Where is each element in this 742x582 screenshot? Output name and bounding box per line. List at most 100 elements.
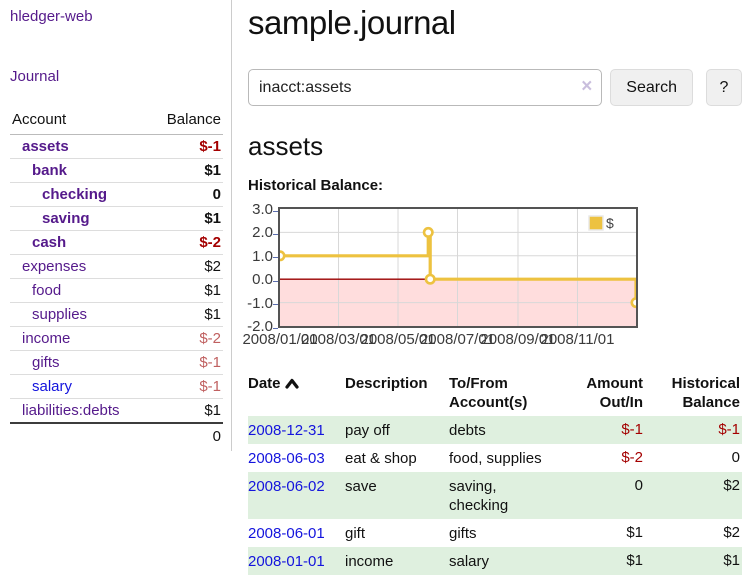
transaction-description: gift bbox=[345, 525, 366, 542]
account-balance: $-1 bbox=[149, 374, 223, 399]
legend-label: $ bbox=[606, 215, 614, 231]
account-row: food $1 bbox=[10, 278, 223, 303]
account-link[interactable]: income bbox=[22, 330, 71, 347]
register-header-row: Date Description To/From Account(s) Amou… bbox=[248, 370, 742, 416]
register-header-date[interactable]: Date bbox=[248, 370, 345, 416]
data-point-marker[interactable] bbox=[280, 250, 286, 262]
y-tick-mark bbox=[273, 327, 278, 329]
account-balance: $1 bbox=[149, 206, 223, 231]
account-row: income $-2 bbox=[10, 326, 223, 351]
account-balance: $-2 bbox=[149, 230, 223, 255]
balance-chart: 3.0 2.0 1.0 0.0 -1.0 -2.0 $ 2008/01/01 2008/03… bbox=[242, 201, 742, 353]
account-link[interactable]: salary bbox=[32, 378, 73, 395]
y-tick-mark bbox=[273, 304, 278, 306]
search-box: × bbox=[248, 69, 603, 106]
accounts-table-body: assets $-1 bank $1 checking 0 saving $1 cash $-2 e… bbox=[10, 135, 223, 423]
y-tick-label: 3.0 bbox=[252, 201, 273, 218]
x-tick-label: 2008/05/01 bbox=[360, 331, 436, 348]
account-row: checking 0 bbox=[10, 182, 223, 207]
account-link[interactable]: gifts bbox=[32, 354, 60, 371]
account-link[interactable]: bank bbox=[32, 162, 68, 179]
transaction-date-link[interactable]: 2008-01-01 bbox=[248, 553, 325, 570]
accounts-table: Account Balance assets $-1 bank $1 checking 0… bbox=[10, 108, 223, 449]
sort-ascending-icon bbox=[284, 375, 299, 394]
transaction-description: save bbox=[345, 478, 377, 495]
accounts-header-row: Account Balance bbox=[10, 108, 223, 135]
transaction-accounts: saving, checking bbox=[449, 478, 509, 514]
accounts-total-row: 0 bbox=[10, 422, 223, 449]
transaction-balance: $2 bbox=[723, 477, 740, 494]
transaction-accounts: food, supplies bbox=[449, 450, 542, 467]
transaction-date-link[interactable]: 2008-06-03 bbox=[248, 450, 325, 467]
transaction-date-link[interactable]: 2008-06-02 bbox=[248, 478, 325, 495]
transaction-accounts: salary bbox=[449, 553, 490, 570]
data-point-marker[interactable] bbox=[424, 273, 436, 285]
chart-plot-area[interactable]: $ bbox=[273, 207, 638, 329]
register-header-balance: Historical Balance bbox=[671, 375, 740, 411]
accounts-header-balance: Balance bbox=[149, 108, 223, 135]
search-bar: × Search ? bbox=[248, 69, 742, 106]
account-link[interactable]: checking bbox=[42, 186, 108, 203]
register-row[interactable]: 2008-06-02 save saving, checking 0 $2 bbox=[248, 472, 742, 519]
chart-canvas: $ bbox=[280, 209, 636, 326]
transaction-amount: $-1 bbox=[621, 421, 643, 438]
chart-y-axis-labels: 3.0 2.0 1.0 0.0 -1.0 -2.0 bbox=[247, 201, 278, 335]
transaction-amount: $-2 bbox=[621, 449, 643, 466]
search-button[interactable]: Search bbox=[610, 69, 693, 106]
y-tick-label: 0.0 bbox=[252, 271, 273, 289]
clear-search-icon[interactable]: × bbox=[581, 76, 593, 97]
transaction-accounts: debts bbox=[449, 422, 486, 439]
account-link[interactable]: saving bbox=[42, 210, 90, 227]
register-row[interactable]: 2008-12-31 pay off debts $-1 $-1 bbox=[248, 416, 742, 444]
main-content: sample.journal × Search ? assets Histori… bbox=[232, 0, 742, 575]
account-balance: $2 bbox=[149, 254, 223, 279]
transaction-amount: $1 bbox=[626, 524, 643, 541]
accounts-header-account: Account bbox=[10, 108, 150, 135]
app-brand-link[interactable]: hledger-web bbox=[10, 8, 93, 25]
help-button[interactable]: ? bbox=[706, 69, 742, 106]
register-header-description: Description bbox=[345, 375, 428, 392]
account-link[interactable]: liabilities:debts bbox=[22, 402, 120, 419]
transaction-balance: 0 bbox=[731, 449, 740, 466]
register-row[interactable]: 2008-06-03 eat & shop food, supplies $-2 0 bbox=[248, 444, 742, 472]
transaction-date-link[interactable]: 2008-06-01 bbox=[248, 525, 325, 542]
y-tick-label: -1.0 bbox=[247, 294, 273, 312]
account-row: gifts $-1 bbox=[10, 350, 223, 375]
y-tick-label: 2.0 bbox=[252, 224, 273, 242]
x-tick-label: 2008/11/01 bbox=[540, 331, 615, 348]
y-tick-label: -2.0 bbox=[247, 318, 273, 335]
y-tick-mark bbox=[273, 280, 278, 282]
account-row: supplies $1 bbox=[10, 302, 223, 327]
account-row: liabilities:debts $1 bbox=[10, 398, 223, 423]
transaction-date-link[interactable]: 2008-12-31 bbox=[248, 422, 325, 439]
search-input[interactable] bbox=[248, 69, 603, 106]
account-row: saving $1 bbox=[10, 206, 223, 231]
account-link[interactable]: supplies bbox=[32, 306, 88, 323]
register-header-amount: Amount Out/In bbox=[586, 375, 643, 411]
data-point-marker[interactable] bbox=[630, 297, 636, 309]
register-header-accounts: To/From Account(s) bbox=[449, 375, 528, 411]
y-tick-mark bbox=[273, 210, 278, 212]
y-tick-mark bbox=[273, 233, 278, 235]
account-row: salary $-1 bbox=[10, 374, 223, 399]
account-link[interactable]: cash bbox=[32, 234, 67, 251]
account-link[interactable]: assets bbox=[22, 138, 69, 155]
account-balance: $1 bbox=[149, 398, 223, 423]
chart-x-axis-labels: 2008/01/01 2008/03/01 2008/05/01 2008/07/01… bbox=[242, 331, 678, 353]
account-row: expenses $2 bbox=[10, 254, 223, 279]
register-row[interactable]: 2008-01-01 income salary $1 $1 bbox=[248, 547, 742, 575]
account-row: cash $-2 bbox=[10, 230, 223, 255]
account-link[interactable]: food bbox=[32, 282, 62, 299]
transaction-balance: $1 bbox=[723, 552, 740, 569]
transaction-balance: $2 bbox=[723, 524, 740, 541]
account-link[interactable]: expenses bbox=[22, 258, 87, 275]
sidebar-item-journal[interactable]: Journal bbox=[10, 68, 60, 85]
legend-swatch bbox=[588, 215, 604, 231]
account-balance: $-1 bbox=[199, 138, 221, 155]
account-row: bank $1 bbox=[10, 158, 223, 183]
transaction-description: eat & shop bbox=[345, 450, 417, 467]
transaction-amount: $1 bbox=[626, 552, 643, 569]
register-row[interactable]: 2008-06-01 gift gifts $1 $2 bbox=[248, 519, 742, 547]
data-point-marker[interactable] bbox=[422, 226, 434, 238]
